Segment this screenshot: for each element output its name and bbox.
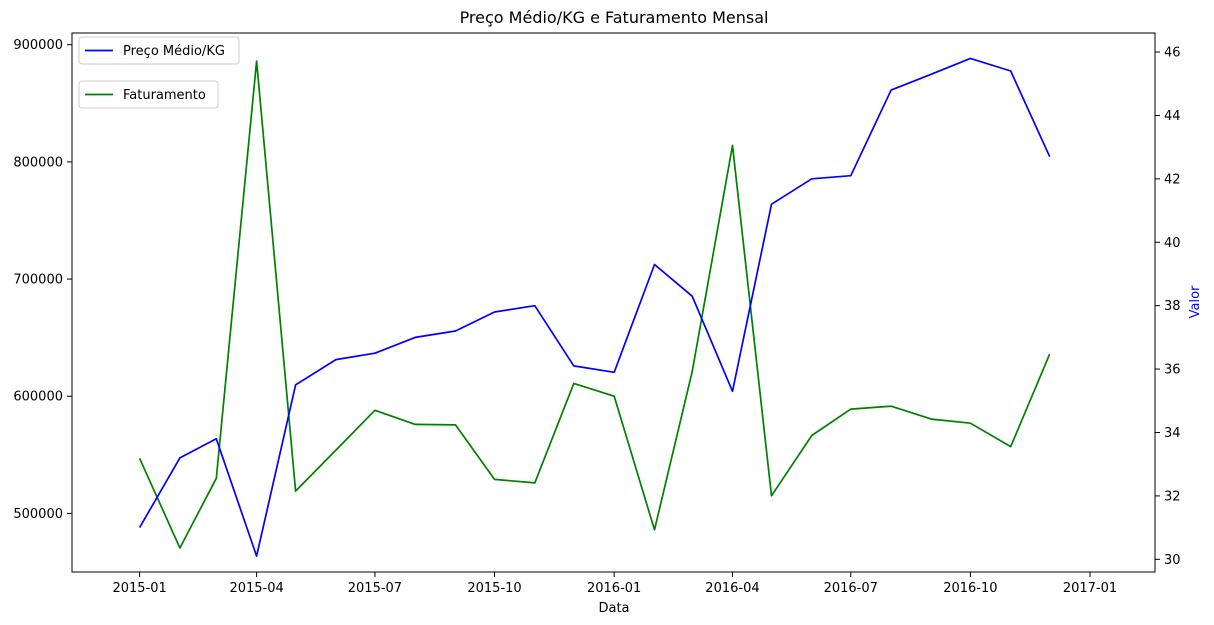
- y-right-tick-label: 44: [1164, 109, 1181, 124]
- y-left-tick-label: 700000: [13, 273, 63, 288]
- y-left-tick-label: 900000: [13, 38, 63, 53]
- y-right-tick-label: 38: [1164, 299, 1181, 314]
- legend-box: [78, 36, 240, 65]
- series-line-0: [138, 60, 1051, 549]
- y-right-tick-label: 36: [1164, 363, 1181, 378]
- legend-box: [78, 80, 219, 109]
- y-right-tick-label: 40: [1164, 236, 1181, 251]
- legend-1: Faturamento: [78, 80, 219, 109]
- x-tick-label: 2015-01: [112, 581, 166, 596]
- plot-lines: [138, 57, 1051, 557]
- y-left-tick-label: 800000: [13, 155, 63, 170]
- x-tick-label: 2017-01: [1063, 581, 1117, 596]
- x-tick-label: 2015-07: [348, 581, 402, 596]
- y-axis-right-label: Valor: [1188, 285, 1203, 318]
- y-axis-left: 500000 600000 700000 800000 900000: [13, 38, 72, 522]
- x-tick-label: 2015-10: [467, 581, 521, 596]
- y-left-tick-label: 500000: [13, 507, 63, 522]
- series-line-1: [138, 57, 1051, 557]
- plot-frame: [71, 32, 1156, 573]
- legends: Preço Médio/KG Faturamento: [78, 36, 240, 109]
- y-axis-right: 30 32 34 36 38 40 42 44 46: [1155, 46, 1181, 568]
- x-tick-label: 2016-04: [705, 581, 759, 596]
- y-right-tick-label: 34: [1164, 426, 1181, 441]
- x-tick-label: 2016-07: [824, 581, 878, 596]
- x-tick-label: 2015-04: [229, 581, 283, 596]
- x-tick-label: 2016-10: [943, 581, 997, 596]
- y-right-tick-label: 32: [1164, 489, 1181, 504]
- y-right-tick-label: 30: [1164, 553, 1181, 568]
- y-right-tick-label: 46: [1164, 46, 1181, 61]
- x-axis-label: Data: [598, 601, 629, 616]
- y-left-tick-label: 600000: [13, 390, 63, 405]
- x-axis: 2015-01 2015-04 2015-07 2015-10 2016-01 2016-…: [112, 572, 1117, 596]
- legend-label: Faturamento: [123, 88, 206, 103]
- legend-label: Preço Médio/KG: [123, 44, 225, 59]
- x-tick-label: 2016-01: [587, 581, 641, 596]
- legend-0: Preço Médio/KG: [78, 36, 240, 65]
- y-right-tick-label: 42: [1164, 172, 1181, 187]
- chart-title: Preço Médio/KG e Faturamento Mensal: [460, 8, 769, 27]
